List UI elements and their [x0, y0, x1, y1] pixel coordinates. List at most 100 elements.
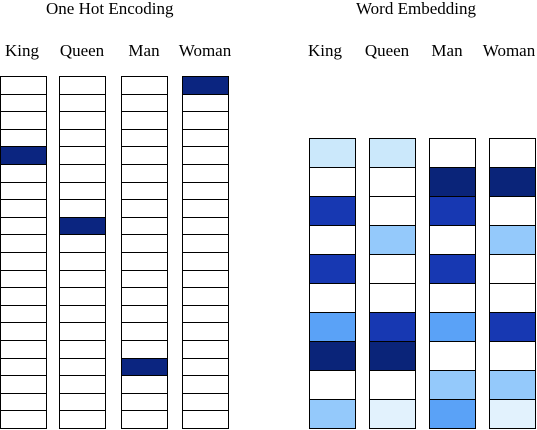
embedding-cell-woman-3 — [489, 225, 536, 255]
one-hot-cell-king-13 — [0, 305, 47, 323]
one-hot-cell-woman-14 — [182, 322, 229, 341]
one-hot-cell-man-13 — [121, 305, 168, 323]
embedding-cell-man-1 — [429, 167, 476, 197]
one-hot-cell-queen-10 — [59, 252, 106, 271]
one-hot-cell-queen-8 — [59, 217, 106, 235]
one-hot-cell-king-16 — [0, 358, 47, 376]
one-hot-cell-man-4 — [121, 146, 168, 165]
embedding-cell-queen-0 — [369, 138, 416, 168]
embedding-cell-man-9 — [429, 399, 476, 429]
one-hot-cell-woman-16 — [182, 358, 229, 376]
embedding-cell-man-0 — [429, 138, 476, 168]
embedding-label-queen: Queen — [364, 41, 410, 60]
one-hot-cell-woman-1 — [182, 94, 229, 112]
embedding-cell-man-8 — [429, 370, 476, 400]
one-hot-cell-man-2 — [121, 111, 168, 130]
one-hot-cell-king-15 — [0, 340, 47, 359]
one-hot-cell-queen-11 — [59, 270, 106, 288]
one-hot-cell-king-17 — [0, 375, 47, 394]
embedding-cell-queen-3 — [369, 225, 416, 255]
one-hot-label-king: King — [5, 41, 39, 60]
embedding-cell-man-2 — [429, 196, 476, 226]
embedding-label-king: King — [308, 41, 342, 60]
embedding-cell-woman-2 — [489, 196, 536, 226]
embedding-cell-man-6 — [429, 312, 476, 342]
one-hot-cell-king-19 — [0, 410, 47, 429]
one-hot-cell-queen-17 — [59, 375, 106, 394]
one-hot-cell-king-3 — [0, 129, 47, 147]
embedding-label-man: Man — [431, 41, 463, 60]
one-hot-cell-woman-0 — [182, 76, 229, 95]
one-hot-cell-king-6 — [0, 182, 47, 200]
one-hot-cell-woman-7 — [182, 199, 229, 218]
one-hot-cell-king-7 — [0, 199, 47, 218]
one-hot-label-woman: Woman — [178, 41, 232, 60]
one-hot-cell-king-5 — [0, 164, 47, 183]
one-hot-cell-king-2 — [0, 111, 47, 130]
one-hot-cell-king-1 — [0, 94, 47, 112]
one-hot-cell-man-0 — [121, 76, 168, 95]
one-hot-cell-queen-0 — [59, 76, 106, 95]
embedding-cell-man-3 — [429, 225, 476, 255]
one-hot-cell-man-19 — [121, 410, 168, 429]
embedding-cell-queen-4 — [369, 254, 416, 284]
embedding-cell-king-3 — [309, 225, 356, 255]
one-hot-cell-queen-7 — [59, 199, 106, 218]
one-hot-cell-man-18 — [121, 393, 168, 411]
embedding-cell-king-2 — [309, 196, 356, 226]
one-hot-cell-queen-4 — [59, 146, 106, 165]
one-hot-cell-king-9 — [0, 234, 47, 253]
one-hot-cell-woman-10 — [182, 252, 229, 271]
one-hot-cell-king-11 — [0, 270, 47, 288]
embedding-cell-king-5 — [309, 283, 356, 313]
embedding-cell-queen-2 — [369, 196, 416, 226]
embedding-cell-woman-5 — [489, 283, 536, 313]
embedding-cell-king-6 — [309, 312, 356, 342]
embedding-cell-man-4 — [429, 254, 476, 284]
one-hot-cell-man-16 — [121, 358, 168, 376]
one-hot-cell-woman-19 — [182, 410, 229, 429]
one-hot-cell-woman-9 — [182, 234, 229, 253]
one-hot-cell-woman-3 — [182, 129, 229, 147]
one-hot-label-queen: Queen — [59, 41, 105, 60]
one-hot-encoding-title: One Hot Encoding — [46, 0, 174, 18]
embedding-cell-woman-8 — [489, 370, 536, 400]
one-hot-cell-king-4 — [0, 146, 47, 165]
embedding-cell-man-7 — [429, 341, 476, 371]
one-hot-cell-queen-3 — [59, 129, 106, 147]
one-hot-cell-man-8 — [121, 217, 168, 235]
embedding-cell-woman-9 — [489, 399, 536, 429]
one-hot-label-man: Man — [128, 41, 160, 60]
embedding-cell-king-7 — [309, 341, 356, 371]
embedding-label-woman: Woman — [482, 41, 536, 60]
embedding-cell-woman-4 — [489, 254, 536, 284]
one-hot-cell-queen-9 — [59, 234, 106, 253]
one-hot-cell-man-17 — [121, 375, 168, 394]
one-hot-cell-woman-4 — [182, 146, 229, 165]
one-hot-cell-queen-2 — [59, 111, 106, 130]
one-hot-cell-queen-18 — [59, 393, 106, 411]
one-hot-cell-woman-13 — [182, 305, 229, 323]
one-hot-cell-woman-12 — [182, 287, 229, 306]
embedding-cell-queen-9 — [369, 399, 416, 429]
embedding-cell-woman-6 — [489, 312, 536, 342]
embedding-cell-queen-6 — [369, 312, 416, 342]
one-hot-cell-man-14 — [121, 322, 168, 341]
embedding-cell-queen-1 — [369, 167, 416, 197]
one-hot-cell-man-10 — [121, 252, 168, 271]
embedding-cell-woman-0 — [489, 138, 536, 168]
embedding-cell-queen-8 — [369, 370, 416, 400]
one-hot-cell-woman-17 — [182, 375, 229, 394]
one-hot-cell-queen-12 — [59, 287, 106, 306]
one-hot-cell-king-18 — [0, 393, 47, 411]
one-hot-cell-man-6 — [121, 182, 168, 200]
word-embedding-title: Word Embedding — [356, 0, 476, 18]
one-hot-cell-man-5 — [121, 164, 168, 183]
one-hot-cell-woman-8 — [182, 217, 229, 235]
embedding-cell-king-0 — [309, 138, 356, 168]
one-hot-cell-queen-13 — [59, 305, 106, 323]
one-hot-cell-queen-14 — [59, 322, 106, 341]
embedding-cell-queen-5 — [369, 283, 416, 313]
one-hot-cell-queen-15 — [59, 340, 106, 359]
one-hot-cell-queen-5 — [59, 164, 106, 183]
